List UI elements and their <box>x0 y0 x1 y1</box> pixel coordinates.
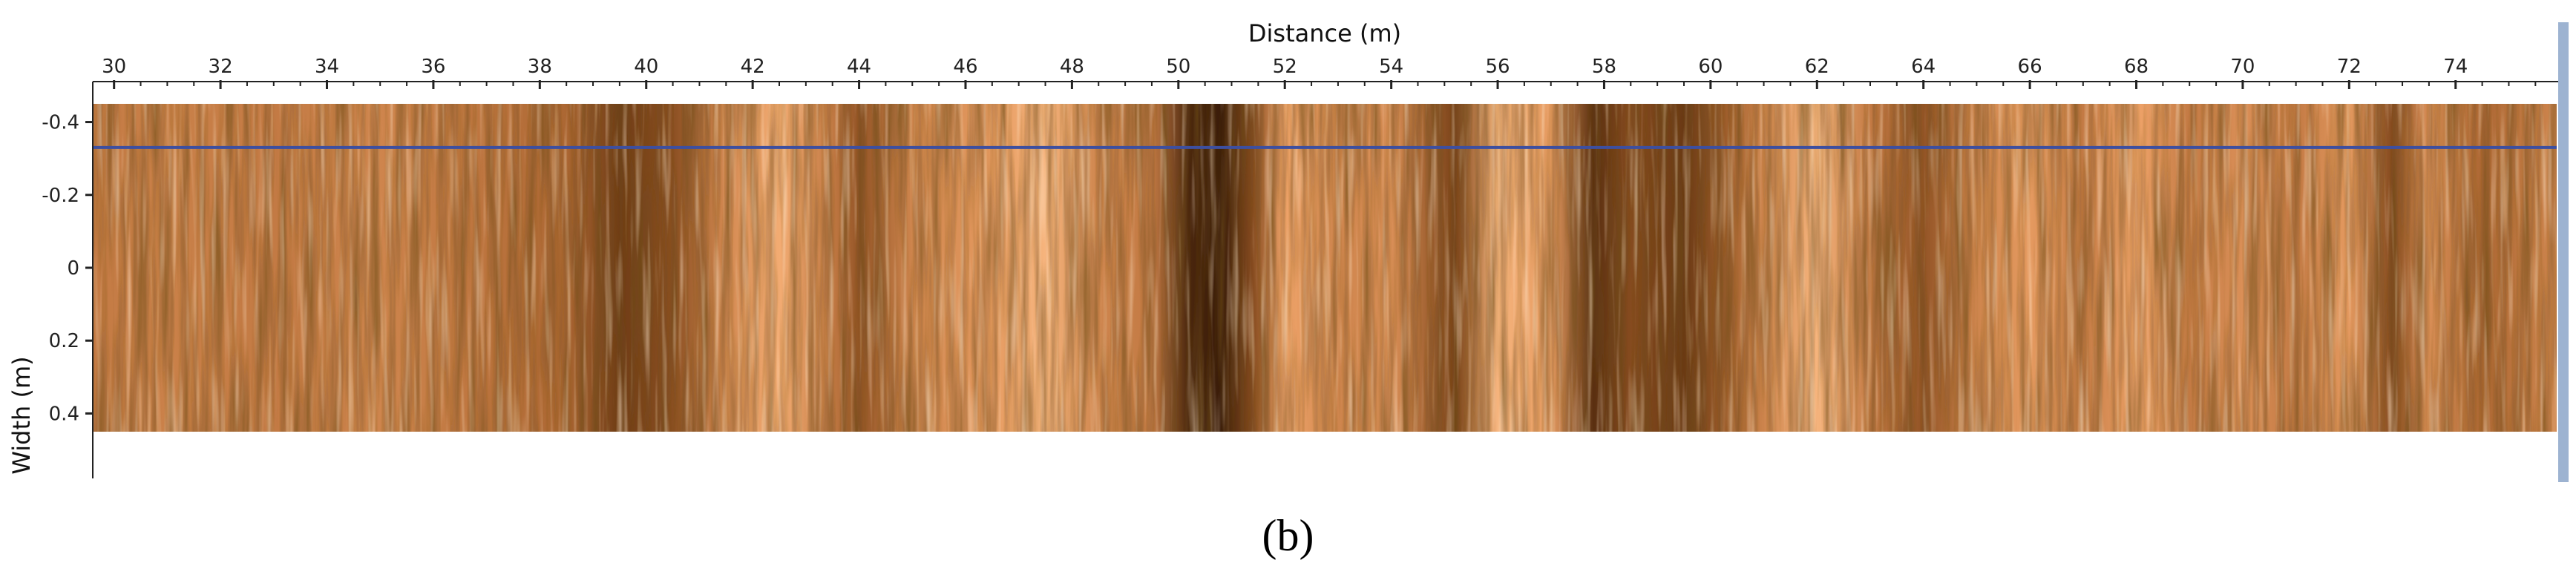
x-tick-label: 46 <box>953 56 977 78</box>
x-tick-label: 54 <box>1379 56 1403 78</box>
heatmap-plot-area <box>93 104 2557 432</box>
y-tick-label: 0.2 <box>49 330 79 352</box>
x-tick-label: 44 <box>847 56 871 78</box>
y-axis: -0.4 -0.2 0 0.2 0.4 <box>42 82 94 478</box>
x-axis-title: Distance (m) <box>1248 19 1401 47</box>
x-tick-label: 50 <box>1166 56 1190 78</box>
y-axis-title: Width (m) <box>7 356 36 474</box>
y-tick-label: -0.2 <box>42 185 79 207</box>
x-tick-label: 70 <box>2230 56 2255 78</box>
x-tick-label: 68 <box>2124 56 2149 78</box>
heatmap-texture-light <box>93 104 2557 432</box>
y-tick-label: 0 <box>67 257 79 280</box>
x-tick-label: 58 <box>1592 56 1616 78</box>
panel-label: (b) <box>1262 511 1314 560</box>
x-tick-label: 48 <box>1060 56 1084 78</box>
x-tick-label: 38 <box>528 56 552 78</box>
x-tick-label: 34 <box>315 56 339 78</box>
x-axis: 30 32 34 36 38 40 42 44 46 48 50 52 54 56 58 60 62 64 66 68… <box>93 56 2564 89</box>
x-tick-label: 62 <box>1805 56 1829 78</box>
x-tick-label: 32 <box>209 56 233 78</box>
x-tick-label: 72 <box>2337 56 2362 78</box>
y-tick-label: 0.4 <box>49 403 79 425</box>
x-tick-label: 52 <box>1273 56 1297 78</box>
right-edge-marker <box>2558 22 2569 482</box>
x-tick-label: 42 <box>741 56 765 78</box>
y-tick-label: -0.4 <box>42 112 79 134</box>
x-tick-label: 36 <box>421 56 445 78</box>
x-tick-label: 40 <box>634 56 658 78</box>
x-tick-label: 56 <box>1485 56 1510 78</box>
gpr-heatmap-chart: 30 32 34 36 38 40 42 44 46 48 50 52 54 56 58 60 62 64 66 68… <box>7 19 2569 482</box>
x-tick-label: 30 <box>102 56 126 78</box>
x-tick-label: 66 <box>2018 56 2042 78</box>
x-tick-label: 74 <box>2443 56 2468 78</box>
x-tick-label: 64 <box>1911 56 1936 78</box>
x-tick-label: 60 <box>1698 56 1723 78</box>
